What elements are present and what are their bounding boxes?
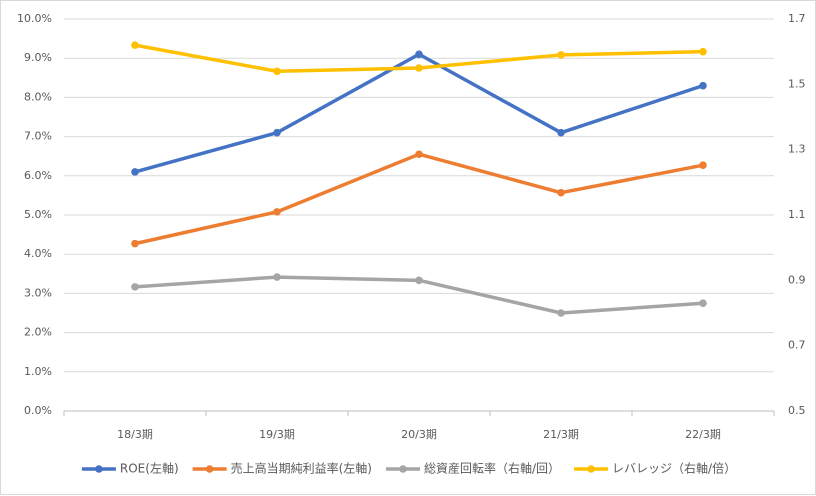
left-axis-tick-label: 9.0% (24, 51, 52, 64)
series-1-point (131, 168, 139, 176)
series-2-point (131, 239, 139, 248)
series-3-point (273, 273, 281, 281)
right-axis-tick-label: 0.5 (788, 404, 806, 417)
legend-swatch-marker (205, 465, 214, 473)
left-axis-tick-label: 10.0% (17, 12, 52, 25)
legend-label: ROE(左軸) (120, 461, 179, 476)
left-axis-tick-label: 3.0% (24, 286, 52, 299)
series-2-point (273, 208, 281, 216)
x-axis-category-label: 20/3期 (401, 428, 437, 441)
right-axis-tick-label: 0.7 (788, 339, 806, 352)
left-axis-tick-label: 1.0% (24, 365, 52, 378)
left-axis-tick-label: 2.0% (24, 326, 52, 339)
left-axis-tick-label: 7.0% (24, 130, 52, 143)
series-1-point (699, 81, 707, 90)
series-line-2 (133, 152, 705, 246)
series-3-point (557, 309, 565, 317)
left-axis-tick-label: 6.0% (24, 169, 52, 182)
series-4-point (131, 41, 139, 49)
legend-label: 総資産回転率（右軸/回） (424, 461, 560, 476)
series-2-point (415, 150, 423, 159)
series-3-point (131, 283, 139, 291)
right-axis-tick-label: 1.7 (788, 12, 806, 25)
series-1-point (273, 128, 281, 137)
legend-swatch-marker (399, 465, 407, 473)
legend-label: レバレッジ（右軸/倍） (612, 461, 736, 476)
right-axis-tick-label: 1.5 (788, 77, 806, 90)
left-axis-tick-label: 4.0% (24, 247, 52, 260)
series-4-point (273, 67, 281, 76)
x-axis-category-label: 21/3期 (543, 428, 579, 441)
series-4-point (557, 51, 565, 59)
series-3-point (415, 276, 423, 285)
series-2-point (557, 188, 565, 197)
x-axis-category-label: 19/3期 (259, 428, 295, 441)
left-axis-tick-label: 8.0% (24, 90, 52, 103)
series-4-point (415, 64, 423, 72)
right-axis-tick-label: 1.1 (788, 208, 806, 221)
x-axis-category-label: 18/3期 (117, 428, 153, 441)
left-axis-tick-label: 0.0% (24, 404, 52, 417)
legend-swatch-marker (95, 465, 103, 473)
series-2-point (699, 161, 707, 170)
x-axis-category-label: 22/3期 (685, 428, 721, 441)
series-4-point (699, 47, 707, 56)
left-axis-tick-label: 5.0% (24, 208, 52, 221)
legend-swatch-marker (587, 465, 595, 473)
right-axis-tick-label: 0.9 (788, 273, 806, 286)
series-1-point (415, 50, 423, 59)
right-axis-tick-label: 1.3 (788, 143, 806, 156)
series-1-point (557, 128, 565, 137)
series-3-point (699, 299, 707, 308)
legend-label: 売上高当期純利益率(左軸) (231, 461, 372, 476)
